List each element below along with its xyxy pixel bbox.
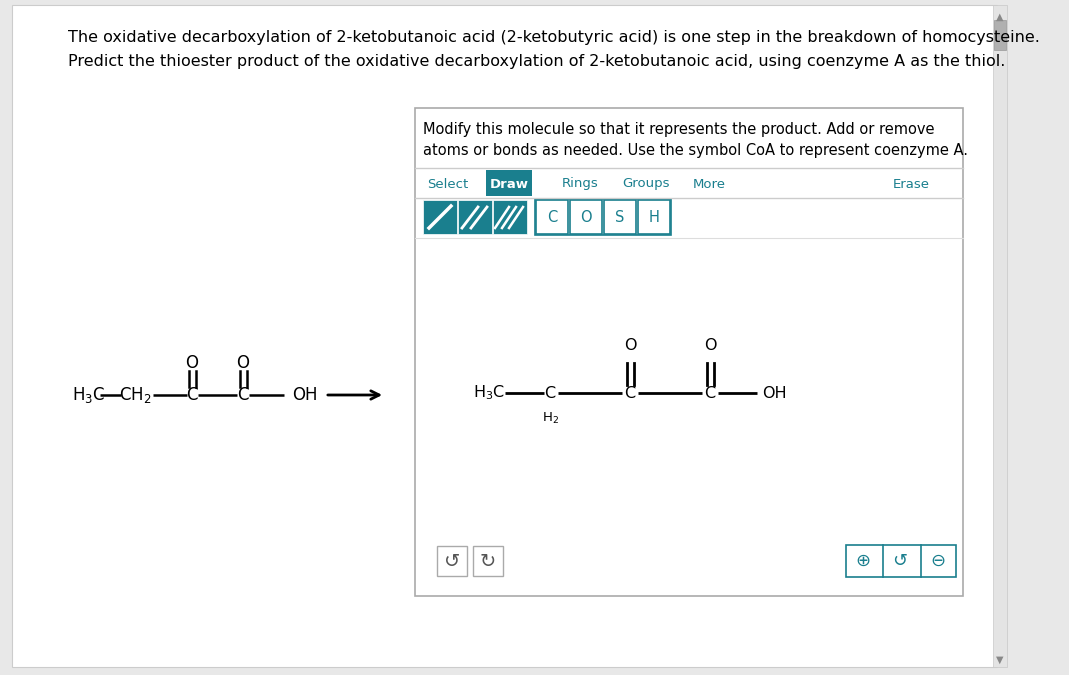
Text: C: C <box>186 386 198 404</box>
Text: Groups: Groups <box>622 178 670 190</box>
Text: ⊕: ⊕ <box>855 552 870 570</box>
Text: C: C <box>547 211 557 225</box>
Text: O: O <box>580 211 592 225</box>
Text: C: C <box>544 385 556 400</box>
Bar <box>493 200 527 234</box>
Text: C: C <box>237 386 249 404</box>
Bar <box>472 546 503 576</box>
Text: CH$_2$: CH$_2$ <box>119 385 152 405</box>
Text: Select: Select <box>428 178 468 190</box>
Text: H: H <box>649 211 660 225</box>
Bar <box>458 200 492 234</box>
Bar <box>638 200 670 234</box>
Bar <box>994 20 1006 50</box>
Text: Rings: Rings <box>561 178 599 190</box>
Text: C: C <box>624 385 636 400</box>
Text: Draw: Draw <box>490 178 528 190</box>
Text: ↻: ↻ <box>480 551 496 570</box>
Bar <box>993 5 1007 667</box>
Text: H$_3$C: H$_3$C <box>72 385 105 405</box>
Bar <box>536 200 568 234</box>
Bar <box>534 199 671 235</box>
Text: ▲: ▲ <box>996 12 1004 22</box>
Text: More: More <box>693 178 726 190</box>
Text: O: O <box>623 338 636 354</box>
Text: Erase: Erase <box>893 178 930 190</box>
Bar <box>846 545 956 577</box>
Bar <box>486 170 532 196</box>
Bar <box>570 200 602 234</box>
Text: OH: OH <box>762 385 787 400</box>
Text: Modify this molecule so that it represents the product. Add or remove: Modify this molecule so that it represen… <box>423 122 934 137</box>
Bar <box>437 546 467 576</box>
Text: C: C <box>704 385 715 400</box>
Text: atoms or bonds as needed. Use the symbol CoA to represent coenzyme A.: atoms or bonds as needed. Use the symbol… <box>423 143 969 158</box>
Text: S: S <box>616 211 624 225</box>
Bar <box>604 200 636 234</box>
Text: The oxidative decarboxylation of 2-ketobutanoic acid (2-ketobutyric acid) is one: The oxidative decarboxylation of 2-ketob… <box>68 30 1040 45</box>
Text: O: O <box>186 354 199 372</box>
Text: Predict the thioester product of the oxidative decarboxylation of 2-ketobutanoic: Predict the thioester product of the oxi… <box>68 54 1005 69</box>
Text: ▼: ▼ <box>996 655 1004 665</box>
Text: O: O <box>236 354 249 372</box>
Text: H$_3$C: H$_3$C <box>472 383 505 402</box>
Bar <box>423 200 458 234</box>
Text: OH: OH <box>292 386 317 404</box>
Bar <box>415 108 963 596</box>
Text: ↺: ↺ <box>444 551 460 570</box>
Text: ↺: ↺ <box>893 552 908 570</box>
Text: ⊖: ⊖ <box>930 552 946 570</box>
Text: H$_2$: H$_2$ <box>542 411 558 426</box>
Text: O: O <box>703 338 716 354</box>
